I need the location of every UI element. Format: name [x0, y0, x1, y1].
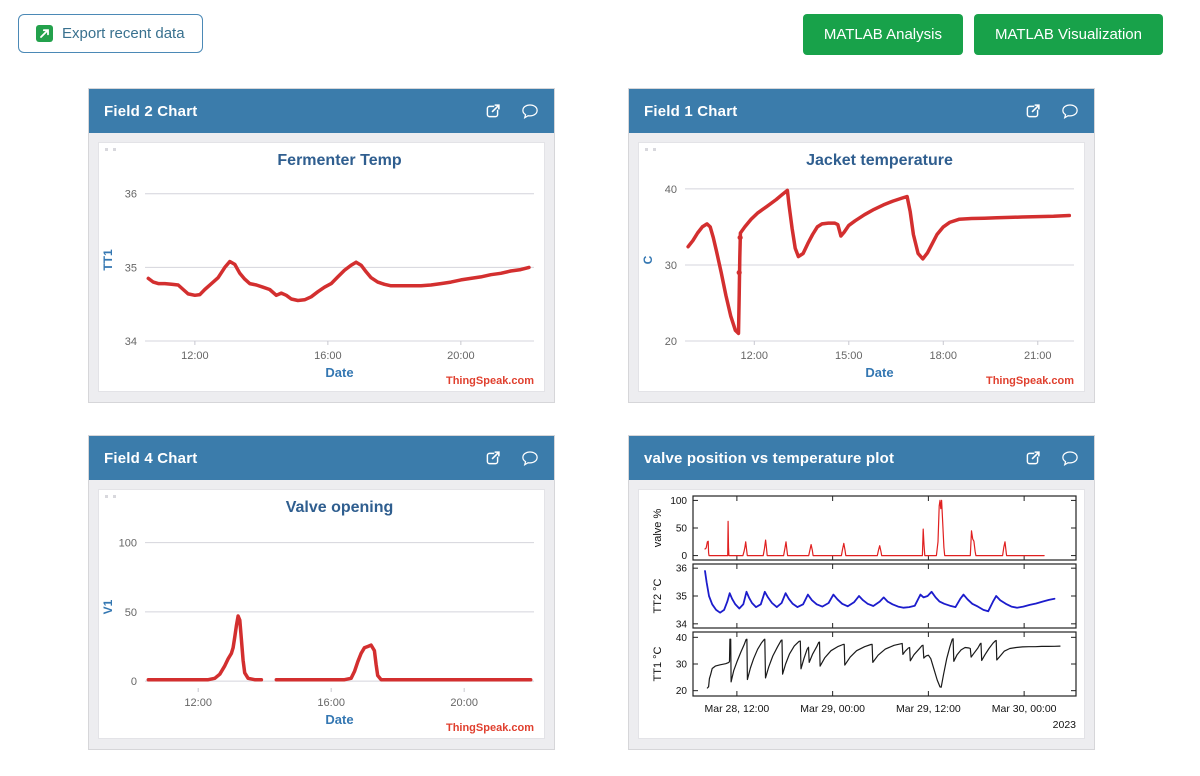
svg-text:Date: Date [325, 712, 353, 727]
matlab-buttons-group: MATLAB Analysis MATLAB Visualization [802, 14, 1163, 55]
svg-text:12:00: 12:00 [184, 697, 212, 709]
svg-text:Date: Date [865, 365, 893, 380]
comment-icon[interactable] [521, 103, 539, 119]
svg-text:V1: V1 [101, 599, 115, 614]
export-button-label: Export recent data [62, 25, 185, 42]
panel-header-icons [484, 450, 539, 467]
matlab-analysis-button[interactable]: MATLAB Analysis [802, 14, 963, 55]
chart-panel-field1: Field 1 Chart Jacket temperature 20 30 40 C 1… [628, 88, 1095, 403]
panel-header-icons [484, 103, 539, 120]
external-link-icon[interactable] [484, 103, 501, 120]
jacket-temperature-chart: Jacket temperature 20 30 40 C 12:00 15:00 18:00… [641, 152, 1074, 387]
svg-text:36: 36 [125, 189, 137, 201]
drag-handle-dots [645, 148, 648, 151]
panel-body: Fermenter Temp 34 35 36 TT1 12:00 16:00 20:00 Da… [89, 133, 554, 401]
svg-text:35: 35 [125, 262, 137, 274]
svg-text:0: 0 [131, 676, 137, 688]
external-link-icon[interactable] [1024, 450, 1041, 467]
valve-opening-chart: Valve opening 0 50 100 V1 12:00 16:00 20:00 Date… [101, 499, 534, 734]
svg-text:Mar 29, 12:00: Mar 29, 12:00 [896, 703, 961, 715]
valve-vs-temperature-matlab-plot: 0 50 100 valve % 34 35 36 TT2 °C 20 30 40 TT1 °C Mar… [652, 495, 1077, 731]
panel-header: Field 2 Chart [89, 89, 554, 133]
chart-panel-matlab-visualization: valve position vs temperature plot 0 50 10… [628, 435, 1095, 750]
svg-text:40: 40 [676, 633, 688, 644]
svg-text:100: 100 [119, 538, 137, 550]
svg-text:20:00: 20:00 [450, 697, 478, 709]
svg-text:12:00: 12:00 [741, 350, 769, 362]
svg-text:18:00: 18:00 [930, 350, 958, 362]
svg-text:35: 35 [676, 592, 688, 603]
panel-header: Field 4 Chart [89, 436, 554, 480]
svg-text:100: 100 [670, 496, 687, 507]
panel-title: Field 1 Chart [644, 102, 738, 120]
svg-text:Valve opening: Valve opening [286, 499, 394, 516]
svg-text:40: 40 [665, 184, 677, 196]
svg-text:Mar 28, 12:00: Mar 28, 12:00 [704, 703, 769, 715]
svg-text:TT1 °C: TT1 °C [652, 646, 664, 681]
drag-handle-dots [105, 495, 108, 498]
chart-card: Jacket temperature 20 30 40 C 12:00 15:00 18:00… [638, 142, 1085, 392]
svg-text:30: 30 [676, 660, 688, 671]
export-recent-data-button[interactable]: Export recent data [18, 14, 203, 53]
svg-text:21:00: 21:00 [1024, 350, 1052, 362]
comment-icon[interactable] [1061, 450, 1079, 466]
comment-icon[interactable] [521, 450, 539, 466]
svg-text:12:00: 12:00 [181, 350, 209, 362]
svg-text:Date: Date [325, 365, 353, 380]
panel-body: Jacket temperature 20 30 40 C 12:00 15:00 18:00… [629, 133, 1094, 401]
matlab-visualization-button[interactable]: MATLAB Visualization [973, 14, 1163, 55]
chart-card: 0 50 100 valve % 34 35 36 TT2 °C 20 30 40 TT1 °C Mar… [638, 489, 1085, 739]
channel-charts-grid: Field 2 Chart Fermenter Temp 34 35 36 TT1 12:… [88, 88, 1095, 750]
export-icon [36, 25, 53, 42]
drag-handle-dots [105, 148, 108, 151]
svg-text:16:00: 16:00 [314, 350, 342, 362]
svg-text:2023: 2023 [1053, 719, 1077, 731]
svg-text:Mar 30, 00:00: Mar 30, 00:00 [992, 703, 1057, 715]
svg-text:C: C [641, 255, 655, 264]
panel-title: Field 2 Chart [104, 102, 198, 120]
svg-text:ThingSpeak.com: ThingSpeak.com [446, 375, 534, 387]
chart-card: Fermenter Temp 34 35 36 TT1 12:00 16:00 20:00 Da… [98, 142, 545, 392]
svg-text:36: 36 [676, 564, 688, 575]
chart-card: Valve opening 0 50 100 V1 12:00 16:00 20:00 Date… [98, 489, 545, 739]
panel-header-icons [1024, 103, 1079, 120]
panel-title: valve position vs temperature plot [644, 449, 895, 467]
panel-header: Field 1 Chart [629, 89, 1094, 133]
svg-text:34: 34 [676, 619, 688, 630]
svg-text:50: 50 [125, 607, 137, 619]
svg-text:50: 50 [676, 524, 688, 535]
svg-text:0: 0 [681, 551, 687, 562]
svg-text:TT2 °C: TT2 °C [652, 578, 664, 613]
svg-text:16:00: 16:00 [317, 697, 345, 709]
svg-text:TT1: TT1 [101, 249, 115, 271]
panel-body: 0 50 100 valve % 34 35 36 TT2 °C 20 30 40 TT1 °C Mar… [629, 480, 1094, 748]
svg-text:30: 30 [665, 260, 677, 272]
external-link-icon[interactable] [1024, 103, 1041, 120]
panel-header-icons [1024, 450, 1079, 467]
svg-text:20: 20 [665, 336, 677, 348]
svg-text:ThingSpeak.com: ThingSpeak.com [446, 722, 534, 734]
external-link-icon[interactable] [484, 450, 501, 467]
svg-text:Mar 29, 00:00: Mar 29, 00:00 [800, 703, 865, 715]
svg-text:Fermenter Temp: Fermenter Temp [277, 152, 401, 169]
svg-text:34: 34 [125, 336, 137, 348]
chart-panel-field4: Field 4 Chart Valve opening 0 50 100 V1 12:00… [88, 435, 555, 750]
panel-title: Field 4 Chart [104, 449, 198, 467]
comment-icon[interactable] [1061, 103, 1079, 119]
svg-text:15:00: 15:00 [835, 350, 863, 362]
svg-text:Jacket temperature: Jacket temperature [806, 152, 953, 169]
panel-header: valve position vs temperature plot [629, 436, 1094, 480]
toolbar: Export recent data MATLAB Analysis MATLA… [0, 0, 1200, 55]
svg-text:20: 20 [676, 686, 688, 697]
panel-body: Valve opening 0 50 100 V1 12:00 16:00 20:00 Date… [89, 480, 554, 748]
svg-text:20:00: 20:00 [447, 350, 475, 362]
svg-text:valve %: valve % [652, 509, 664, 548]
svg-text:ThingSpeak.com: ThingSpeak.com [986, 375, 1074, 387]
fermenter-temp-chart: Fermenter Temp 34 35 36 TT1 12:00 16:00 20:00 Da… [101, 152, 534, 387]
chart-panel-field2: Field 2 Chart Fermenter Temp 34 35 36 TT1 12:… [88, 88, 555, 403]
